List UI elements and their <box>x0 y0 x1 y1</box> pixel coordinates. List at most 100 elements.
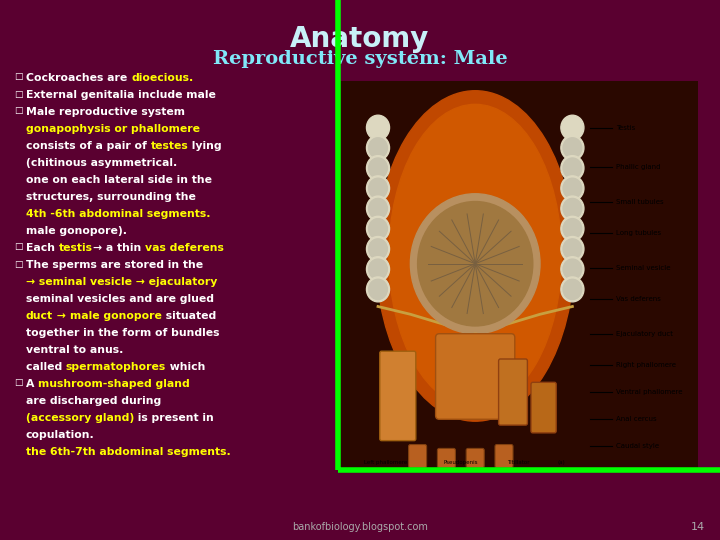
Text: A: A <box>26 379 38 389</box>
Text: called: called <box>26 362 66 372</box>
Text: male gonopore: male gonopore <box>70 311 161 321</box>
Text: is present in: is present in <box>134 413 214 423</box>
Text: Cockroaches are: Cockroaches are <box>26 73 131 83</box>
Text: Long tubules: Long tubules <box>616 230 661 235</box>
Circle shape <box>563 239 582 259</box>
Circle shape <box>369 279 387 300</box>
FancyBboxPatch shape <box>498 359 527 425</box>
Circle shape <box>418 201 533 326</box>
FancyBboxPatch shape <box>495 444 513 468</box>
Text: Right phallomere: Right phallomere <box>616 362 675 368</box>
Circle shape <box>561 237 584 261</box>
Circle shape <box>369 239 387 259</box>
FancyBboxPatch shape <box>409 444 426 468</box>
Ellipse shape <box>389 104 562 408</box>
Circle shape <box>561 196 584 221</box>
Text: Each: Each <box>26 243 59 253</box>
Circle shape <box>561 176 584 201</box>
Circle shape <box>366 115 390 140</box>
Text: □: □ <box>14 90 22 98</box>
Circle shape <box>366 176 390 201</box>
Text: copulation.: copulation. <box>26 430 95 440</box>
Text: Titillator: Titillator <box>507 460 530 465</box>
Circle shape <box>366 156 390 180</box>
Circle shape <box>366 256 390 282</box>
Text: Ejaculatory duct: Ejaculatory duct <box>616 330 672 337</box>
Circle shape <box>561 277 584 302</box>
Circle shape <box>561 156 584 180</box>
Text: Male reproductive system: Male reproductive system <box>26 107 185 117</box>
Text: mushroom-shaped gland: mushroom-shaped gland <box>38 379 190 389</box>
Circle shape <box>563 198 582 219</box>
Text: duct: duct <box>26 311 53 321</box>
Text: Caudal style: Caudal style <box>616 443 659 449</box>
Text: Seminal vesicle: Seminal vesicle <box>616 265 670 271</box>
Circle shape <box>366 237 390 261</box>
Text: vas deferens: vas deferens <box>145 243 224 253</box>
Text: bankofbiology.blogspot.com: bankofbiology.blogspot.com <box>292 522 428 532</box>
Text: lying: lying <box>189 141 222 151</box>
Text: testes: testes <box>150 141 189 151</box>
FancyBboxPatch shape <box>438 448 455 468</box>
Text: the 6th-7th abdominal segments.: the 6th-7th abdominal segments. <box>26 447 230 457</box>
Circle shape <box>561 217 584 241</box>
Circle shape <box>369 219 387 239</box>
Text: The sperms are stored in the: The sperms are stored in the <box>26 260 203 270</box>
FancyBboxPatch shape <box>436 334 515 419</box>
Circle shape <box>369 158 387 178</box>
Text: spermatophores: spermatophores <box>66 362 166 372</box>
FancyBboxPatch shape <box>467 448 484 468</box>
Text: □: □ <box>14 260 22 268</box>
Circle shape <box>561 136 584 160</box>
Text: →: → <box>53 311 70 321</box>
Text: (a): (a) <box>558 460 565 465</box>
Text: 4th -6th abdominal segments.: 4th -6th abdominal segments. <box>26 209 210 219</box>
Text: □: □ <box>14 379 22 388</box>
Text: one on each lateral side in the: one on each lateral side in the <box>26 175 212 185</box>
Text: Anal cercus: Anal cercus <box>616 416 656 422</box>
Circle shape <box>366 196 390 221</box>
Text: Small tubules: Small tubules <box>616 199 663 205</box>
Text: □: □ <box>14 72 22 82</box>
Text: Pseudopenis: Pseudopenis <box>444 460 478 465</box>
Text: Testis: Testis <box>616 125 635 131</box>
Text: structures, surrounding the: structures, surrounding the <box>26 192 196 202</box>
Text: ventral to anus.: ventral to anus. <box>26 345 123 355</box>
Circle shape <box>410 194 540 334</box>
Text: (accessory gland): (accessory gland) <box>26 413 134 423</box>
Text: seminal vesicles and are glued: seminal vesicles and are glued <box>26 294 214 304</box>
Text: situated: situated <box>161 311 216 321</box>
Circle shape <box>563 158 582 178</box>
Text: Vas deferens: Vas deferens <box>616 296 660 302</box>
Text: □: □ <box>14 106 22 116</box>
Text: Ventral phallomere: Ventral phallomere <box>616 389 682 395</box>
Circle shape <box>369 198 387 219</box>
Text: consists of a pair of: consists of a pair of <box>26 141 150 151</box>
Text: together in the form of bundles: together in the form of bundles <box>26 328 220 338</box>
Text: which: which <box>166 362 206 372</box>
Circle shape <box>563 259 582 279</box>
Text: gonapophysis or phallomere: gonapophysis or phallomere <box>26 124 200 134</box>
Text: 14: 14 <box>691 522 705 532</box>
Circle shape <box>366 277 390 302</box>
Text: testis: testis <box>59 243 93 253</box>
Circle shape <box>563 279 582 300</box>
FancyBboxPatch shape <box>531 382 557 433</box>
Text: → a thin: → a thin <box>93 243 145 253</box>
Circle shape <box>369 178 387 198</box>
Text: are discharged during: are discharged during <box>26 396 161 406</box>
Text: (chitinous asymmetrical.: (chitinous asymmetrical. <box>26 158 177 168</box>
Circle shape <box>366 136 390 160</box>
Text: External genitalia include male: External genitalia include male <box>26 90 216 100</box>
Ellipse shape <box>376 91 575 421</box>
Text: Anatomy: Anatomy <box>290 25 430 53</box>
Text: dioecious.: dioecious. <box>131 73 193 83</box>
Circle shape <box>563 178 582 198</box>
Text: Phallic gland: Phallic gland <box>616 164 660 170</box>
Circle shape <box>369 138 387 158</box>
FancyBboxPatch shape <box>380 351 416 441</box>
Circle shape <box>563 219 582 239</box>
Circle shape <box>366 217 390 241</box>
FancyBboxPatch shape <box>338 81 698 470</box>
Circle shape <box>563 138 582 158</box>
